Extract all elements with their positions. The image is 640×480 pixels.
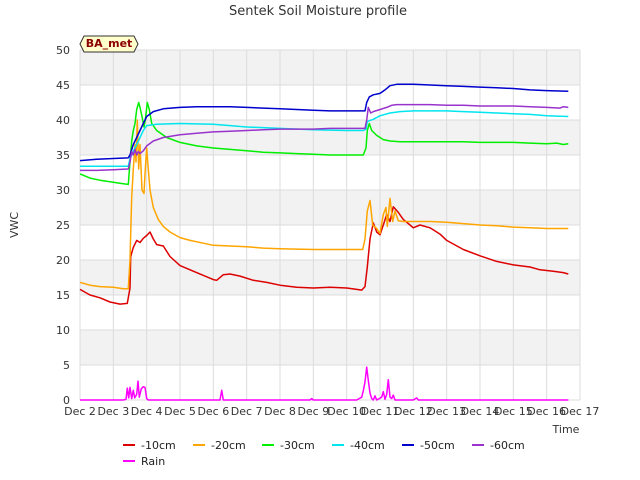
x-tick-label: Dec 7 bbox=[231, 405, 263, 418]
background-band bbox=[80, 190, 580, 225]
series-line-40cm bbox=[80, 110, 569, 167]
background-band bbox=[80, 50, 580, 85]
y-tick-label: 50 bbox=[56, 44, 70, 57]
series-line-50cm bbox=[79, 83, 569, 162]
station-badge: BA_met bbox=[79, 35, 139, 53]
legend-label: -60cm bbox=[490, 439, 525, 452]
y-axis-label: VWC bbox=[8, 212, 21, 238]
y-tick-label: 35 bbox=[56, 149, 70, 162]
legend-label: -40cm bbox=[350, 439, 385, 452]
background-band bbox=[80, 295, 580, 330]
x-tick-label: Dec 5 bbox=[164, 405, 196, 418]
x-tick-labels: Dec 2 Dec 3 Dec 4 Dec 5 Dec 6 Dec 7 Dec 8 Dec 9… bbox=[64, 405, 599, 418]
x-tick-label: Dec 9 bbox=[297, 405, 329, 418]
series-line-20cm bbox=[79, 119, 569, 290]
legend-label: -50cm bbox=[420, 439, 455, 452]
x-tick-label: Dec 17 bbox=[561, 405, 600, 418]
y-tick-label: 25 bbox=[56, 219, 70, 232]
x-tick-label: Dec 6 bbox=[197, 405, 229, 418]
x-tick-label: Dec 15 bbox=[494, 405, 533, 418]
background-band bbox=[80, 260, 580, 295]
series-line-30cm bbox=[79, 101, 569, 186]
x-tick-label: Dec 3 bbox=[97, 405, 129, 418]
y-tick-label: 20 bbox=[56, 254, 70, 267]
y-tick-label: 45 bbox=[56, 79, 70, 92]
background-band bbox=[80, 330, 580, 365]
chart-title: Sentek Soil Moisture profile bbox=[229, 4, 407, 19]
y-tick-label: 40 bbox=[56, 114, 70, 127]
y-tick-label: 10 bbox=[56, 324, 70, 337]
x-tick-label: Dec 4 bbox=[131, 405, 163, 418]
background-band bbox=[80, 225, 580, 260]
series-line-rain bbox=[80, 366, 569, 401]
background-band bbox=[80, 365, 580, 400]
x-axis-label: Time bbox=[552, 423, 580, 436]
x-tick-label: Dec 12 bbox=[394, 405, 433, 418]
x-tick-label: Dec 2 bbox=[64, 405, 96, 418]
y-tick-label: 15 bbox=[56, 289, 70, 302]
x-tick-label: Dec 14 bbox=[461, 405, 500, 418]
background-band bbox=[80, 85, 580, 120]
legend-label: -10cm bbox=[141, 439, 176, 452]
y-tick-label: 0 bbox=[63, 394, 70, 407]
x-tick-label: Dec 11 bbox=[361, 405, 400, 418]
series-lines bbox=[79, 83, 569, 401]
x-tick-label: Dec 10 bbox=[327, 405, 366, 418]
series-line-10cm bbox=[79, 206, 569, 305]
badge-shape bbox=[79, 35, 139, 53]
badge-label: BA_met bbox=[86, 37, 133, 50]
x-tick-label: Dec 16 bbox=[527, 405, 566, 418]
background-band bbox=[80, 155, 580, 190]
x-tick-label: Dec 13 bbox=[427, 405, 466, 418]
legend-label: Rain bbox=[141, 455, 165, 468]
y-tick-labels: 0 5 10 15 20 25 30 35 40 45 50 bbox=[56, 44, 70, 407]
x-tick-label: Dec 8 bbox=[264, 405, 296, 418]
background-band bbox=[80, 120, 580, 155]
legend-label: -30cm bbox=[280, 439, 315, 452]
legend-label: -20cm bbox=[211, 439, 246, 452]
legend: -10cm -20cm -30cm -40cm -50cm -60cm Rain bbox=[123, 439, 525, 468]
y-tick-label: 5 bbox=[63, 359, 70, 372]
series-line-60cm bbox=[80, 103, 569, 172]
y-tick-label: 30 bbox=[56, 184, 70, 197]
